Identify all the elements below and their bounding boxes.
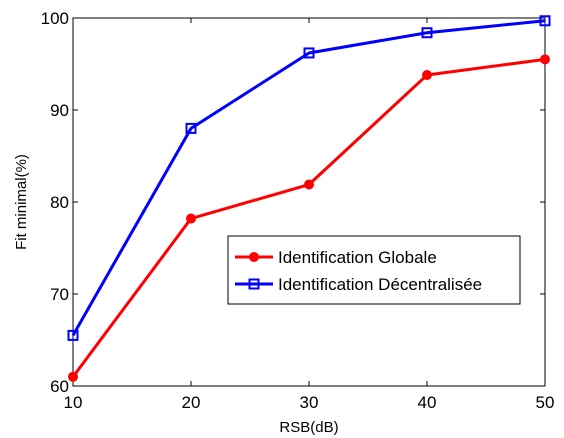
series-1-point xyxy=(304,179,314,190)
legend-swatch-marker-1 xyxy=(249,252,259,262)
series-line-2 xyxy=(71,19,546,337)
y-tick-label: 80 xyxy=(50,193,69,212)
legend: Identification Globale Identification Déc… xyxy=(227,235,521,305)
legend-label-2: Identification Décentralisée xyxy=(278,275,482,294)
x-tick-label: 50 xyxy=(536,393,555,412)
y-axis-label: Fit minimal(%) xyxy=(13,154,30,250)
y-axis: 60 70 80 90 100 xyxy=(41,9,545,396)
x-tick-label: 40 xyxy=(418,393,437,412)
y-tick-label: 70 xyxy=(50,285,69,304)
series-2-point xyxy=(185,122,197,134)
legend-label-1: Identification Globale xyxy=(278,248,437,267)
series-1-point xyxy=(68,371,78,382)
y-tick-label: 90 xyxy=(50,101,69,120)
legend-box xyxy=(227,235,521,305)
plot-area xyxy=(72,17,546,387)
x-tick-label: 10 xyxy=(64,393,83,412)
series-2-point xyxy=(421,27,433,39)
x-tick-label: 20 xyxy=(182,393,201,412)
x-axis: 10 20 30 40 50 xyxy=(64,18,555,412)
series-1-point xyxy=(422,70,432,81)
y-tick-label: 60 xyxy=(50,377,69,396)
series-layer xyxy=(67,15,551,382)
series-2-point xyxy=(539,15,551,27)
series-2-point xyxy=(67,329,79,341)
series-2-point xyxy=(303,47,315,59)
series-1-point xyxy=(540,54,550,65)
legend-swatch-marker-2 xyxy=(248,278,260,290)
series-1-point xyxy=(186,213,196,224)
x-tick-label: 30 xyxy=(300,393,319,412)
y-tick-label: 100 xyxy=(41,9,69,28)
x-axis-label: RSB(dB) xyxy=(279,419,338,436)
